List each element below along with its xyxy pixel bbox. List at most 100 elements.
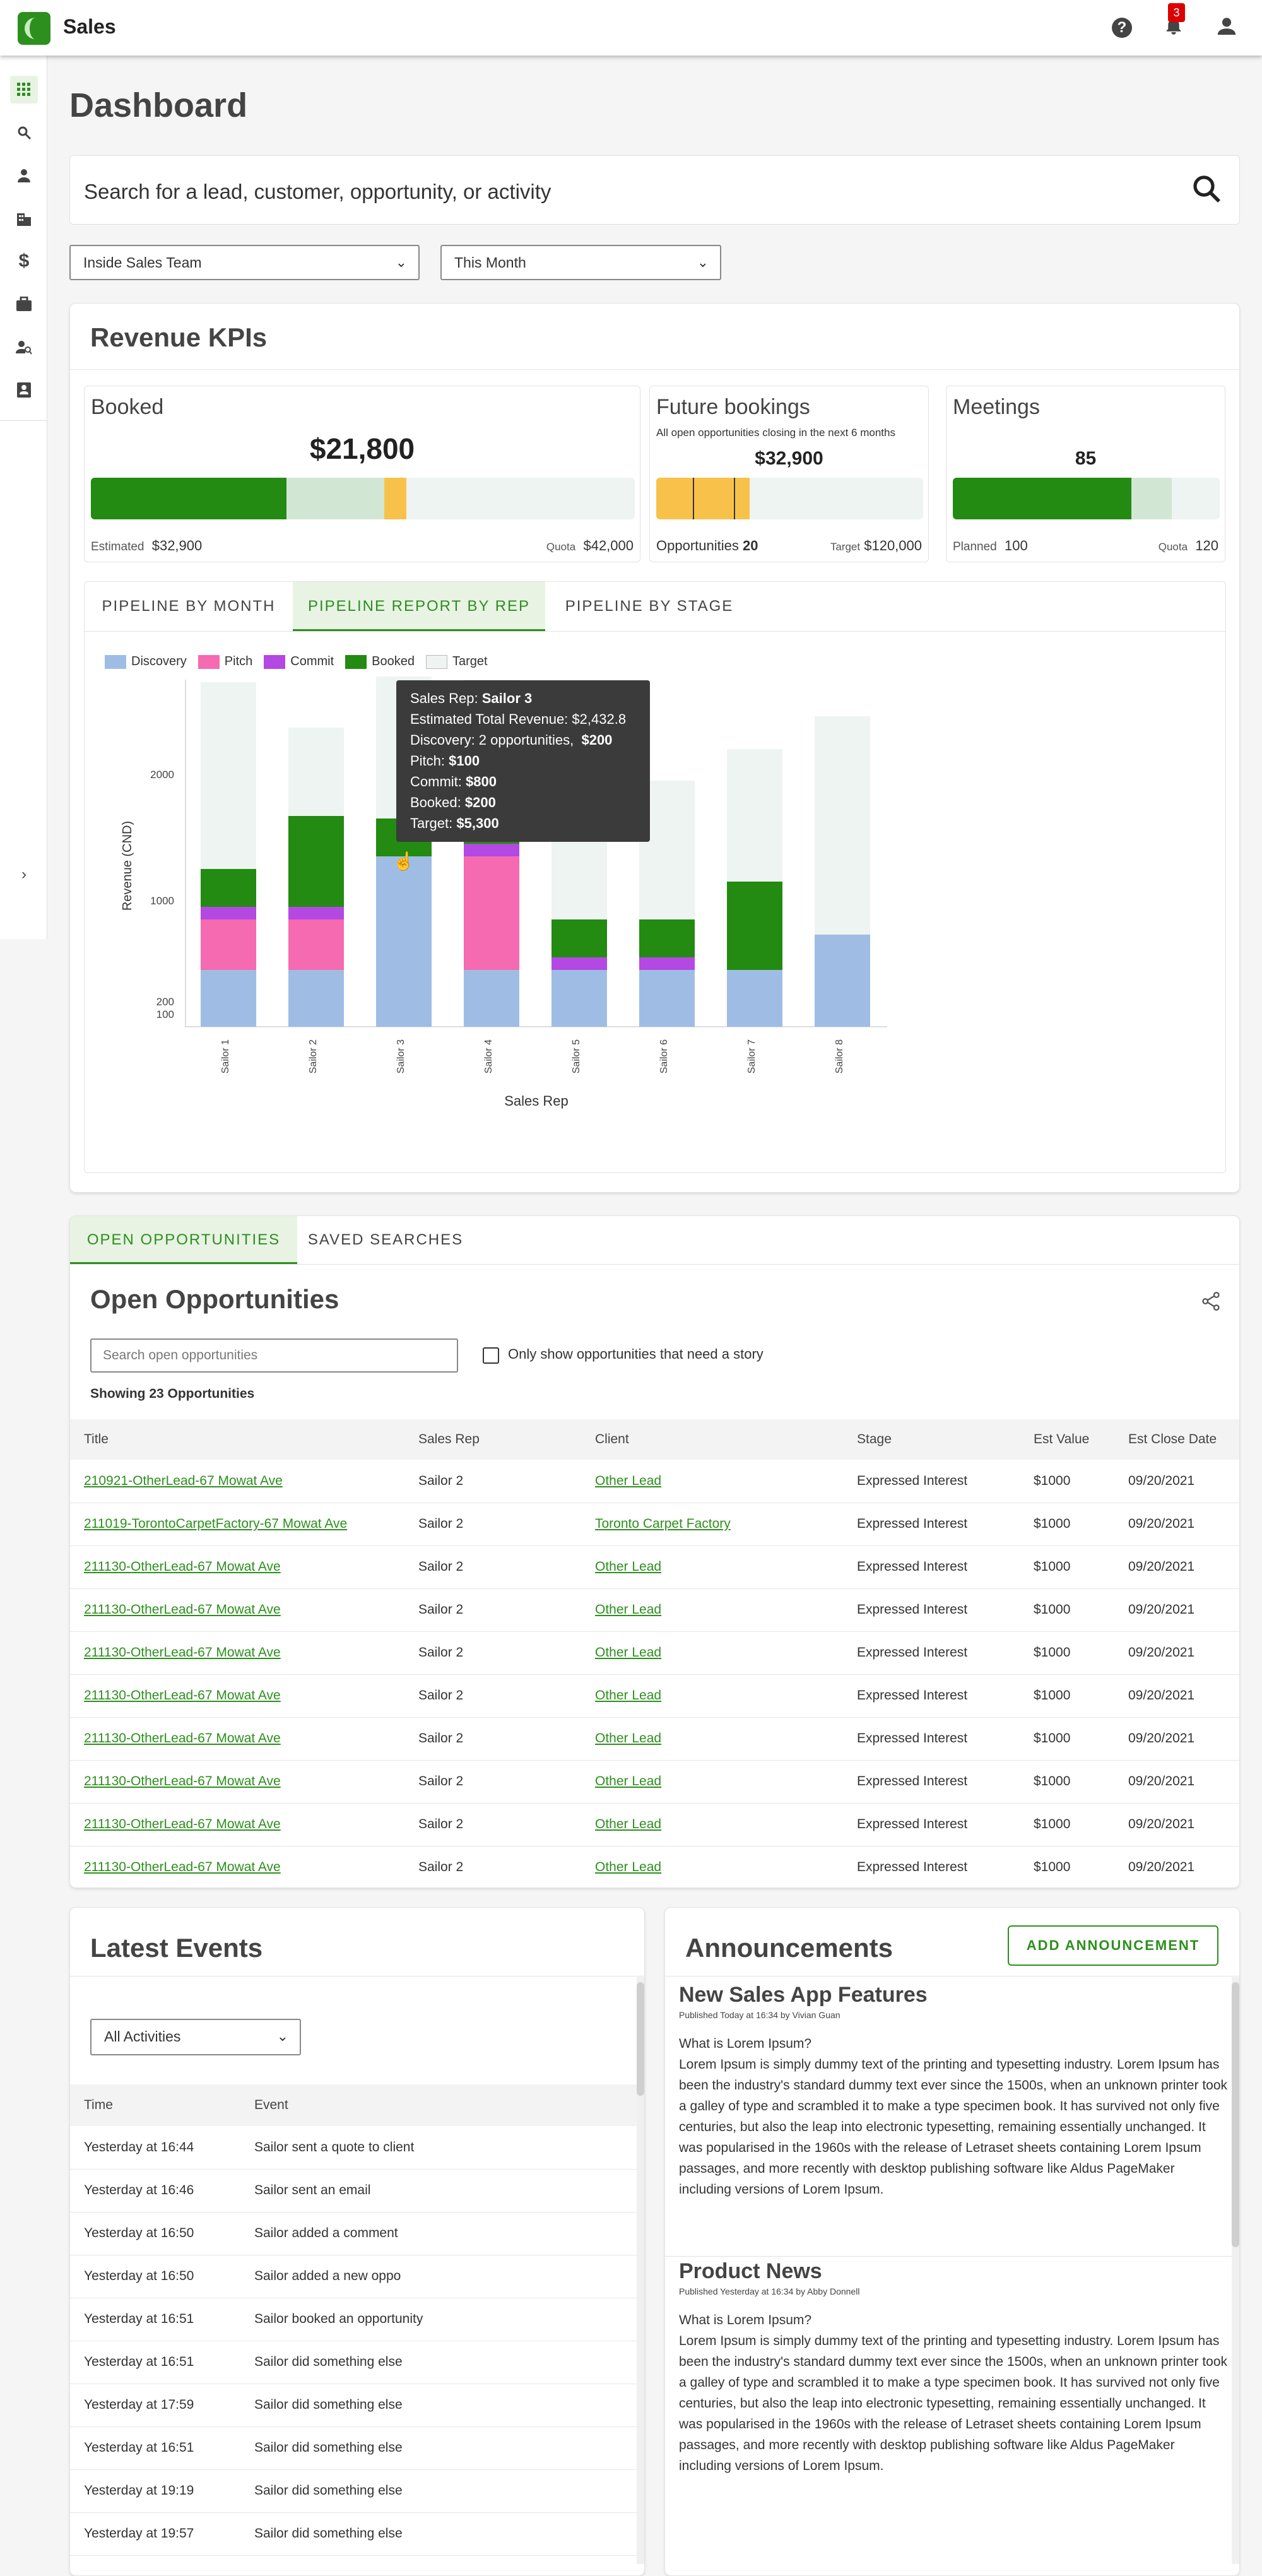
opportunity-link[interactable]: 210921-OtherLead-67 Mowat Ave	[84, 1473, 283, 1488]
client-link[interactable]: Other Lead	[595, 1559, 662, 1574]
bar-pitch	[288, 919, 344, 970]
table-row[interactable]: 211130-OtherLead-67 Mowat Ave Sailor 2 Oth…	[70, 1588, 1239, 1632]
help-icon[interactable]: ?	[1112, 18, 1132, 38]
legend-item[interactable]: Commit	[264, 654, 334, 669]
events-scrollbar[interactable]	[637, 1977, 644, 2564]
table-row[interactable]: 211130-OtherLead-67 Mowat Ave Sailor 2 Oth…	[70, 1545, 1239, 1589]
x-axis-label: Sales Rep	[504, 1093, 569, 1109]
cell-text: 09/20/2021	[1128, 1860, 1195, 1874]
table-row[interactable]: Yesterday at 19:57 Sailor did something e…	[70, 2512, 644, 2556]
search-input[interactable]: Search for a lead, customer, opportunity…	[84, 180, 551, 203]
opportunity-link[interactable]: 211019-TorontoCarpetFactory-67 Mowat Ave	[84, 1516, 348, 1531]
table-row[interactable]: Yesterday at 16:44 Sailor sent a quote to…	[70, 2126, 644, 2170]
table-row[interactable]: Yesterday at 16:50 Sailor added a comment	[70, 2212, 644, 2255]
legend-item[interactable]: Booked	[345, 654, 415, 669]
opportunity-link[interactable]: 211130-OtherLead-67 Mowat Ave	[84, 1559, 281, 1574]
opportunity-link[interactable]: 211130-OtherLead-67 Mowat Ave	[84, 1688, 281, 1703]
briefcase-icon[interactable]	[10, 290, 38, 318]
table-cell: 09/20/2021	[1114, 1503, 1239, 1546]
tab-pipeline-by-month[interactable]: PIPELINE BY MONTH	[102, 598, 276, 615]
building-icon[interactable]	[10, 204, 38, 232]
table-row[interactable]: 211130-OtherLead-67 Mowat Ave Sailor 2 Oth…	[70, 1717, 1239, 1761]
client-link[interactable]: Other Lead	[595, 1817, 662, 1831]
period-select[interactable]: This Month ⌄	[440, 245, 721, 280]
table-row[interactable]: Yesterday at 16:51 Sailor did something e…	[70, 2426, 644, 2470]
table-row[interactable]: 211130-OtherLead-67 Mowat Ave Sailor 2 Oth…	[70, 1760, 1239, 1804]
table-row[interactable]: Yesterday at 16:50 Sailor added a new opp…	[70, 2255, 644, 2298]
table-row[interactable]: Yesterday at 16:46 Sailor sent an email	[70, 2169, 644, 2213]
team-select[interactable]: Inside Sales Team ⌄	[69, 245, 420, 280]
legend-item[interactable]: Target	[426, 654, 488, 669]
table-row[interactable]: Yesterday at 19:19 Sailor did something e…	[70, 2469, 644, 2513]
column-header[interactable]: Stage	[843, 1419, 1020, 1460]
opportunity-link[interactable]: 211130-OtherLead-67 Mowat Ave	[84, 1645, 281, 1660]
table-row[interactable]: Yesterday at 16:51 Sailor did something e…	[70, 2341, 644, 2384]
cell-text: $1000	[1034, 1817, 1071, 1831]
search-icon[interactable]	[10, 119, 38, 146]
table-cell: Expressed Interest	[843, 1460, 1020, 1503]
activities-select[interactable]: All Activities ⌄	[90, 2019, 301, 2055]
column-header[interactable]: Est Close Date	[1114, 1419, 1239, 1460]
column-header[interactable]: Sales Rep	[404, 1419, 581, 1460]
legend-item[interactable]: Pitch	[198, 654, 252, 669]
table-row[interactable]: Yesterday at 16:51 Sailor booked an oppor…	[70, 2298, 644, 2341]
grid-icon[interactable]	[10, 76, 38, 103]
announcements-scrollbar[interactable]	[1232, 1977, 1239, 2564]
cell-text: Expressed Interest	[857, 1645, 968, 1660]
bar-discovery	[201, 970, 256, 1027]
table-row[interactable]: 211130-OtherLead-67 Mowat Ave Sailor 2 Oth…	[70, 1846, 1239, 1888]
global-search[interactable]: Search for a lead, customer, opportunity…	[69, 155, 1240, 225]
opportunity-link[interactable]: 211130-OtherLead-67 Mowat Ave	[84, 1817, 281, 1831]
opportunity-link[interactable]: 211130-OtherLead-67 Mowat Ave	[84, 1774, 281, 1788]
cell-text: Expressed Interest	[857, 1774, 968, 1788]
opportunity-link[interactable]: 211130-OtherLead-67 Mowat Ave	[84, 1731, 281, 1746]
client-link[interactable]: Toronto Carpet Factory	[595, 1516, 731, 1531]
legend-item[interactable]: Discovery	[105, 654, 187, 669]
opportunity-link[interactable]: 211130-OtherLead-67 Mowat Ave	[84, 1860, 281, 1874]
y-tick-label: 1000	[150, 895, 174, 907]
cell-text: Expressed Interest	[857, 1731, 968, 1746]
client-link[interactable]: Other Lead	[595, 1473, 662, 1488]
dollar-icon[interactable]: $	[18, 251, 30, 271]
table-row[interactable]: 211130-OtherLead-67 Mowat Ave Sailor 2 Oth…	[70, 1674, 1239, 1718]
column-header[interactable]: Time	[70, 2084, 240, 2126]
booked-value: $21,800	[309, 432, 415, 465]
table-cell: Expressed Interest	[843, 1503, 1020, 1546]
tab-open-opportunities[interactable]: OPEN OPPORTUNITIES	[70, 1216, 297, 1264]
bar-commit	[551, 957, 607, 970]
client-link[interactable]: Other Lead	[595, 1688, 662, 1703]
client-link[interactable]: Other Lead	[595, 1731, 662, 1746]
events-table: Time Event Yesterday at 16:44 Sailor sent …	[70, 2084, 644, 2556]
share-icon[interactable]	[1201, 1292, 1220, 1311]
table-row[interactable]: 211019-TorontoCarpetFactory-67 Mowat Ave…	[70, 1503, 1239, 1546]
table-row[interactable]: 210921-OtherLead-67 Mowat Ave Sailor 2 Oth…	[70, 1460, 1239, 1503]
client-link[interactable]: Other Lead	[595, 1860, 662, 1874]
app-logo-icon[interactable]	[18, 12, 50, 45]
tab-saved-searches[interactable]: SAVED SEARCHES	[307, 1231, 464, 1248]
client-link[interactable]: Other Lead	[595, 1602, 662, 1617]
column-header[interactable]: Title	[70, 1419, 404, 1460]
legend-swatch	[198, 654, 220, 669]
chevron-right-icon[interactable]: ›	[21, 866, 27, 883]
table-row[interactable]: 211130-OtherLead-67 Mowat Ave Sailor 2 Oth…	[70, 1631, 1239, 1675]
add-announcement-button[interactable]: ADD ANNOUNCEMENT	[1008, 1925, 1218, 1966]
contact-card-icon[interactable]	[10, 376, 38, 404]
person-icon[interactable]	[10, 162, 38, 189]
tab-pipeline-report-by-rep[interactable]: PIPELINE REPORT BY REP	[293, 582, 545, 631]
client-link[interactable]: Other Lead	[595, 1645, 662, 1660]
client-link[interactable]: Other Lead	[595, 1774, 662, 1788]
table-row[interactable]: Yesterday at 17:59 Sailor did something e…	[70, 2384, 644, 2427]
tooltip-rep: Sales Rep: Sailor 3	[410, 690, 533, 706]
table-row[interactable]: 211130-OtherLead-67 Mowat Ave Sailor 2 Oth…	[70, 1803, 1239, 1846]
column-header[interactable]: Est Value	[1020, 1419, 1114, 1460]
opportunity-link[interactable]: 211130-OtherLead-67 Mowat Ave	[84, 1602, 281, 1617]
story-filter-checkbox[interactable]	[483, 1347, 499, 1364]
search-icon[interactable]	[1191, 174, 1222, 204]
person-search-icon[interactable]	[10, 333, 38, 361]
column-header[interactable]: Event	[240, 2084, 644, 2126]
tab-pipeline-by-stage[interactable]: PIPELINE BY STAGE	[565, 598, 734, 615]
opportunities-search-input[interactable]: Search open opportunities	[90, 1338, 458, 1373]
user-icon[interactable]	[1214, 15, 1239, 40]
cell-text: Sailor 2	[418, 1731, 464, 1746]
column-header[interactable]: Client	[581, 1419, 843, 1460]
